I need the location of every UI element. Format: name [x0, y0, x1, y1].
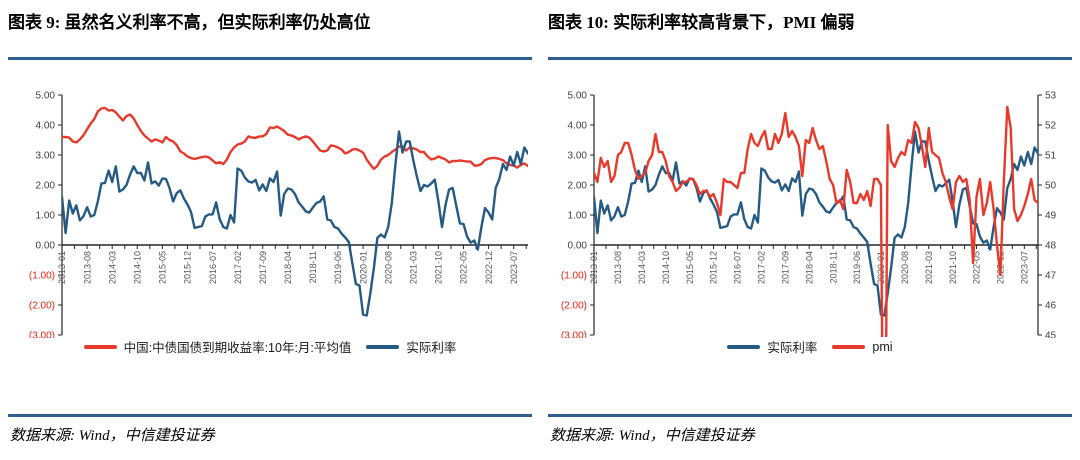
- axes: 5.00 4.00 3.00 2.00 1.00 0.00 (1.00) (2.00) (3.0…: [29, 91, 528, 339]
- x-axis-tick-label: 2018-11: [308, 251, 318, 283]
- legend-label: 实际利率: [406, 341, 457, 355]
- y-axis-tick-label: 1.00: [568, 211, 588, 222]
- y2-axis-tick-label: 52: [1045, 121, 1057, 132]
- figure-9-source: 数据来源: Wind，中信建投证券: [10, 428, 215, 444]
- x-axis-tick-label: 2020-08: [900, 251, 910, 284]
- x-axis-tick-label: 2019-06: [333, 251, 343, 284]
- legend-item-real-rate: 实际利率: [366, 337, 456, 356]
- x-axis-tick-label: 2016-07: [733, 251, 743, 284]
- figure-9-legend: 中国:中债国债到期收益率:10年:月:平均值 实际利率: [8, 337, 532, 356]
- y2-axis-tick-label: 48: [1045, 241, 1057, 252]
- y-axis-tick-label: 1.00: [36, 211, 56, 222]
- red-line-marker: [832, 344, 866, 349]
- x-axis-tick-label: 2021-03: [924, 251, 934, 284]
- y-axis-tick-label: 2.00: [568, 181, 588, 192]
- x-axis-tick-label: 2018-11: [828, 251, 838, 283]
- x-axis-tick-label: 2017-09: [258, 251, 268, 284]
- legend-label: 中国:中债国债到期收益率:10年:月:平均值: [123, 341, 352, 355]
- x-axis-tick-label: 2020-01: [358, 251, 368, 284]
- y-axis-tick-label: (2.00): [561, 301, 587, 312]
- x-axis-tick-label: 2014-10: [661, 251, 671, 284]
- series-lines: [594, 105, 1038, 337]
- legend-item-real-rate: 实际利率: [727, 337, 817, 356]
- blue-line-marker: [366, 344, 400, 349]
- figure-10-panel: 图表 10: 实际利率较高背景下，PMI 偏弱 5.00 4.00 3.00 2.00…: [548, 0, 1072, 460]
- figure-9-title-rule: [8, 57, 532, 60]
- x-axis-tick-label: 2014-03: [107, 251, 117, 284]
- figure-9-title: 图表 9: 虽然名义利率不高，但实际利率仍处高位: [8, 13, 371, 32]
- x-axis-tick-label: 2015-05: [158, 251, 168, 284]
- x-axis-tick-label: 2014-03: [637, 251, 647, 284]
- y-axis-tick-label: 0.00: [568, 241, 588, 252]
- figure-10-footer-rule: [548, 414, 1072, 417]
- y-axis-tick-label: 0.00: [36, 241, 56, 252]
- x-axis-tick-label: 2019-06: [852, 251, 862, 284]
- series-line: [62, 106, 528, 170]
- x-axis-tick-label: 2021-10: [948, 251, 958, 284]
- x-axis-tick-label: 2013-08: [613, 251, 623, 284]
- y2-axis-tick-label: 50: [1045, 181, 1057, 192]
- y-axis-tick-label: 3.00: [568, 151, 588, 162]
- x-axis-tick-label: 2022-12: [484, 251, 494, 284]
- y-axis-tick-label: (3.00): [29, 331, 55, 339]
- x-axis-tick-label: 2015-12: [183, 251, 193, 284]
- x-axis-tick-label: 2013-01: [589, 251, 599, 284]
- series-lines: [62, 106, 528, 317]
- x-axis-tick-label: 2015-05: [685, 251, 695, 284]
- x-axis-tick-label: 2013-01: [57, 251, 67, 284]
- y-axis-tick-label: 5.00: [568, 91, 588, 102]
- x-axis-tick-label: 2017-02: [233, 251, 243, 284]
- x-axis-tick-label: 2021-10: [434, 251, 444, 284]
- y2-axis-tick-label: 46: [1045, 301, 1057, 312]
- x-axis-tick-label: 2017-02: [757, 251, 767, 284]
- y-axis-tick-label: 5.00: [36, 91, 56, 102]
- y-axis-tick-label: 4.00: [36, 121, 56, 132]
- blue-line-marker: [727, 344, 761, 349]
- y-axis-tick-label: 4.00: [568, 121, 588, 132]
- x-axis-tick-label: 2020-08: [383, 251, 393, 284]
- legend-label: 实际利率: [767, 341, 818, 355]
- x-axis-tick-label: 2018-04: [804, 251, 814, 284]
- series-line: [62, 130, 528, 317]
- y2-axis-tick-label: 53: [1045, 91, 1057, 102]
- x-axis-tick-label: 2013-08: [82, 251, 92, 284]
- y-axis-tick-label: 2.00: [36, 181, 56, 192]
- x-axis-tick-label: 2016-07: [208, 251, 218, 284]
- y-axis-tick-label: (3.00): [561, 331, 587, 339]
- legend-item-bond-yield: 中国:中债国债到期收益率:10年:月:平均值: [83, 337, 352, 356]
- x-axis-tick-label: 2017-09: [780, 251, 790, 284]
- figure-9-line-chart: 5.00 4.00 3.00 2.00 1.00 0.00 (1.00) (2.00) (3.0…: [29, 91, 528, 339]
- y-axis-tick-label: (1.00): [29, 271, 55, 282]
- y-axis-tick-label: (2.00): [29, 301, 55, 312]
- x-axis-tick-label: 2018-04: [283, 251, 293, 284]
- x-axis-tick-label: 2021-03: [408, 251, 418, 284]
- x-axis-tick-label: 2023-07: [1020, 251, 1030, 284]
- figure-10-source: 数据来源: Wind，中信建投证券: [550, 428, 755, 444]
- figure-10-title: 图表 10: 实际利率较高背景下，PMI 偏弱: [548, 13, 855, 32]
- y2-axis-tick-label: 49: [1045, 211, 1057, 222]
- legend-item-pmi: pmi: [832, 339, 893, 354]
- x-axis-tick-label: 2014-10: [132, 251, 142, 284]
- legend-label: pmi: [872, 339, 893, 354]
- y2-axis-tick-label: 45: [1045, 331, 1057, 339]
- x-axis-tick-label: 2023-07: [509, 251, 519, 284]
- y-axis-tick-label: (1.00): [561, 271, 587, 282]
- figure-9-panel: 图表 9: 虽然名义利率不高，但实际利率仍处高位 5.00 4.00 3.00 2.0…: [8, 0, 532, 460]
- figure-9-footer-rule: [8, 414, 532, 417]
- figure-10-legend: 实际利率 pmi: [548, 337, 1072, 356]
- x-axis-tick-label: 2022-05: [459, 251, 469, 284]
- y2-axis-tick-label: 51: [1045, 151, 1057, 162]
- y2-axis-tick-label: 47: [1045, 271, 1057, 282]
- y-axis-tick-label: 3.00: [36, 151, 56, 162]
- figure-10-title-rule: [548, 57, 1072, 60]
- x-axis-tick-label: 2015-12: [709, 251, 719, 284]
- x-axis-tick-label: 2022-05: [972, 251, 982, 284]
- red-line-marker: [83, 344, 117, 349]
- figure-10-line-chart: 5.00 4.00 3.00 2.00 1.00 0.00 (1.00) (2.00) (3.0…: [561, 91, 1057, 339]
- series-line: [594, 105, 1038, 337]
